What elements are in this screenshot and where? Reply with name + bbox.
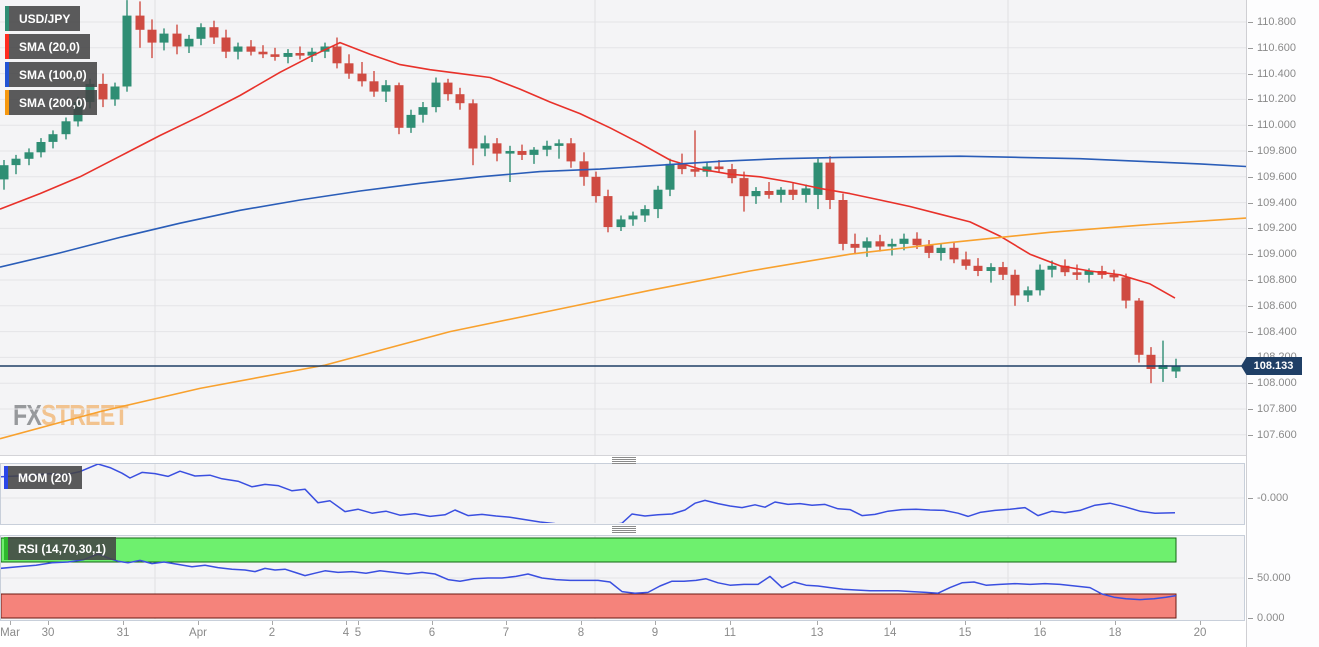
time-tick [655, 621, 656, 625]
price-tick-label: 107.800 [1247, 402, 1297, 416]
time-axis[interactable]: Mar 30 31 Apr 2 4 5 6 7 8 9 11 13 14 15 16 18 20 [0, 621, 1246, 647]
legend-item-sma200[interactable]: SMA (200,0) [5, 90, 97, 115]
time-tick [432, 621, 433, 625]
price-tick-label: 110.400 [1247, 67, 1296, 81]
momentum-panel[interactable] [0, 463, 1245, 525]
time-tick [817, 621, 818, 625]
time-tick [198, 621, 199, 625]
legend-label: RSI (14,70,30,1) [8, 537, 117, 560]
time-tick-label: 18 [1108, 627, 1122, 639]
legend-item-usdjpy[interactable]: USD/JPY [5, 6, 97, 31]
time-tick-label: 15 [958, 627, 972, 639]
time-tick [272, 621, 273, 625]
rsi-legend: RSI (14,70,30,1) [4, 537, 117, 560]
legend-label: SMA (20,0) [9, 34, 90, 59]
time-tick-label: 8 [577, 627, 585, 639]
usdjpy-color-swatch [5, 6, 9, 31]
time-tick-label: 20 [1193, 627, 1207, 639]
time-tick-label: 9 [651, 627, 659, 639]
time-tick [730, 621, 731, 625]
time-tick-label: 30 [41, 627, 55, 639]
legend-item-rsi[interactable]: RSI (14,70,30,1) [4, 537, 117, 560]
price-tick-label: 108.000 [1247, 376, 1297, 390]
legend-item-sma100[interactable]: SMA (100,0) [5, 62, 97, 87]
price-tick-label: -0.000 [1247, 491, 1288, 505]
time-tick [1040, 621, 1041, 625]
panel-resize-handle-icon[interactable] [612, 526, 636, 533]
time-tick-label: 4 [342, 627, 350, 639]
time-tick [48, 621, 49, 625]
price-tick-label: 110.800 [1247, 15, 1296, 29]
price-tick-label: 110.000 [1247, 118, 1296, 132]
price-tick-label: 0.000 [1247, 611, 1285, 625]
watermark-fx: FX [13, 400, 42, 432]
price-tick-label: 107.600 [1247, 428, 1297, 442]
price-tick-label: 109.400 [1247, 196, 1297, 210]
time-tick-label: 14 [883, 627, 897, 639]
fxstreet-watermark: FXSTREET [13, 400, 129, 433]
time-tick-label: 6 [428, 627, 436, 639]
time-tick-label: 5 [354, 627, 362, 639]
time-tick-label: 7 [502, 627, 510, 639]
price-tick-label: 109.600 [1247, 170, 1297, 184]
time-tick-label: 11 [724, 627, 736, 639]
watermark-street: STREET [41, 400, 129, 432]
main-chart-legend: USD/JPY SMA (20,0) SMA (100,0) SMA (200,… [5, 6, 97, 115]
current-price-badge: 108.133 [1241, 357, 1302, 376]
time-tick [10, 621, 11, 625]
legend-item-sma20[interactable]: SMA (20,0) [5, 34, 97, 59]
main-chart-panel[interactable] [0, 0, 1246, 456]
current-price-value: 108.133 [1253, 360, 1294, 373]
legend-label: MOM (20) [8, 466, 82, 489]
price-tick-label: 109.800 [1247, 144, 1297, 158]
time-tick [123, 621, 124, 625]
legend-item-mom[interactable]: MOM (20) [4, 466, 82, 489]
price-tick-label: 108.800 [1247, 273, 1297, 287]
time-tick [581, 621, 582, 625]
time-tick [1200, 621, 1201, 625]
time-tick-label: Apr [189, 627, 207, 639]
momentum-legend: MOM (20) [4, 466, 82, 489]
time-tick [965, 621, 966, 625]
price-tick-label: 50.000 [1247, 571, 1291, 585]
time-tick-label: 31 [116, 627, 130, 639]
price-tick-label: 110.200 [1247, 92, 1296, 106]
panel-resize-handle-icon[interactable] [612, 457, 636, 464]
legend-label: USD/JPY [9, 6, 81, 31]
price-tick-label: 109.200 [1247, 221, 1297, 235]
price-tick-label: 109.000 [1247, 247, 1297, 261]
time-tick-label: 16 [1033, 627, 1047, 639]
legend-label: SMA (100,0) [9, 62, 97, 87]
time-tick [358, 621, 359, 625]
legend-label: SMA (200,0) [9, 90, 97, 115]
time-tick-label: 2 [268, 627, 276, 639]
price-axis[interactable]: 108.133 110.800 110.600 110.400 110.200 110.… [1241, 0, 1319, 647]
time-tick [346, 621, 347, 625]
time-tick-label: Mar [0, 627, 20, 639]
price-tick-label: 108.400 [1247, 325, 1297, 339]
time-tick [890, 621, 891, 625]
time-tick [1115, 621, 1116, 625]
price-tick-label: 108.600 [1247, 299, 1297, 313]
price-tick-label: 110.600 [1247, 41, 1296, 55]
time-tick-label: 13 [810, 627, 824, 639]
time-tick [506, 621, 507, 625]
rsi-panel[interactable] [0, 535, 1245, 621]
